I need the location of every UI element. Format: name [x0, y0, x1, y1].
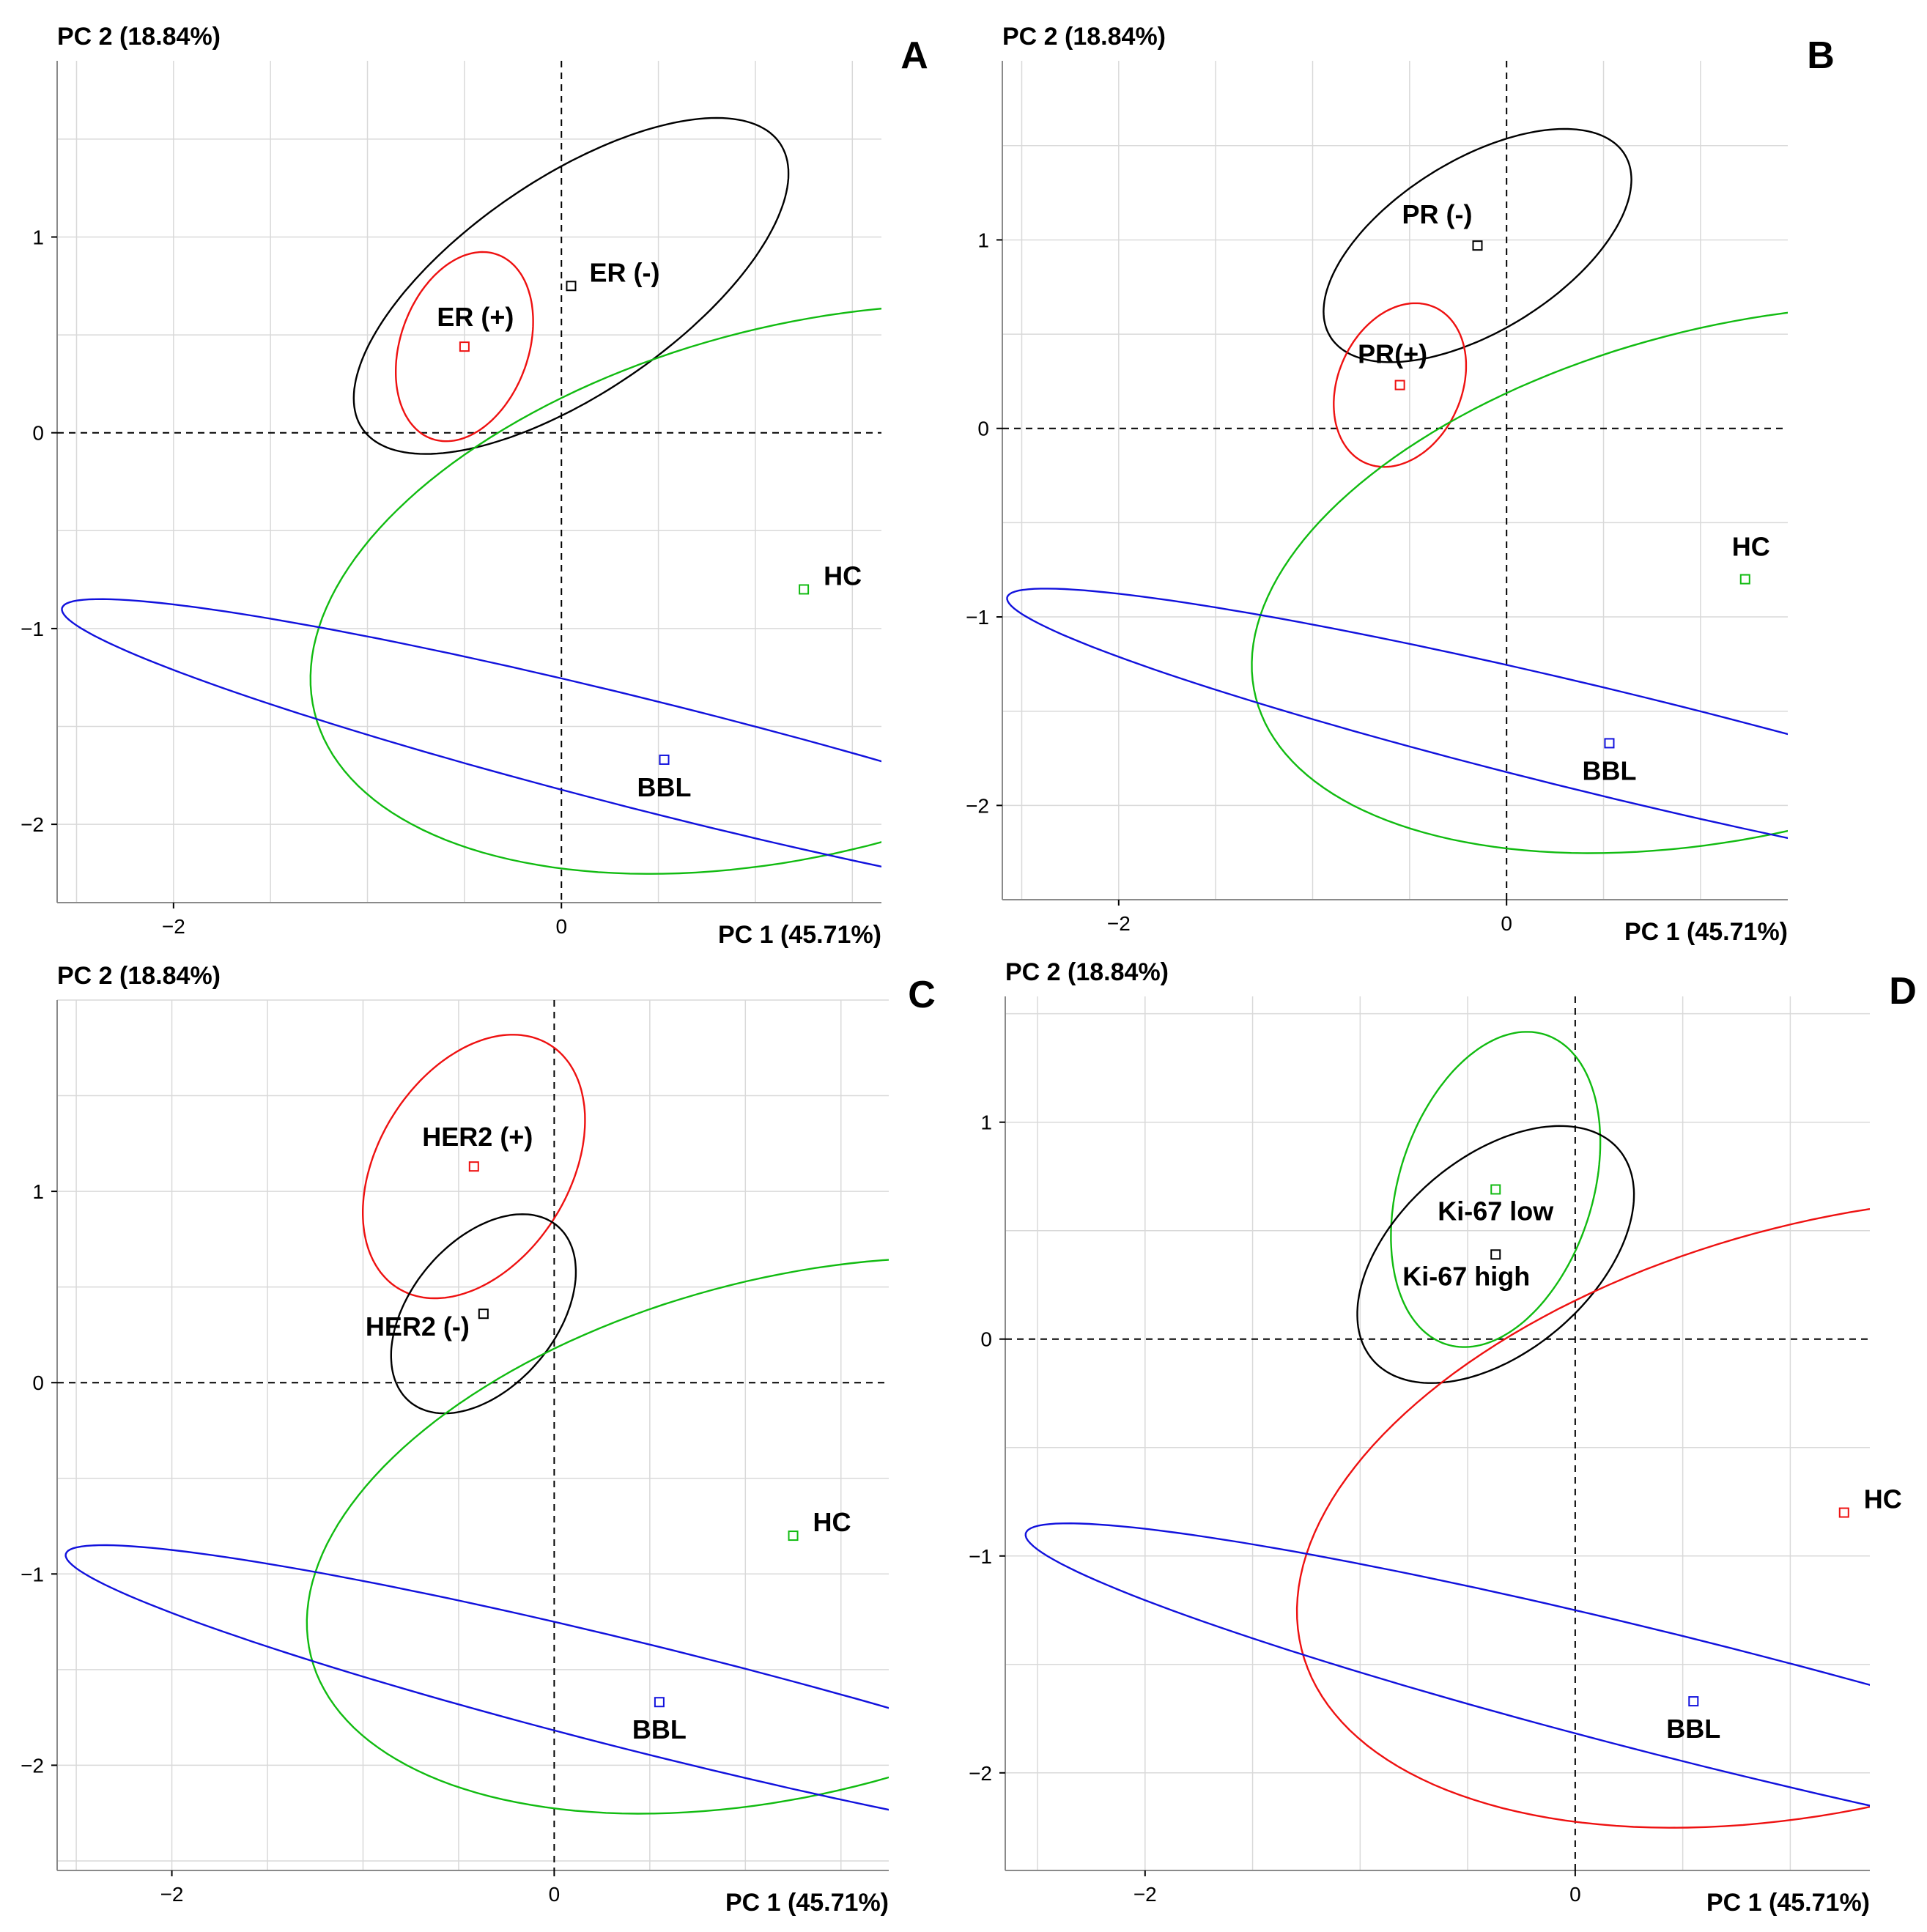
panel-a-point-bbl — [659, 754, 670, 765]
panel-c-label-hc: HC — [813, 1507, 851, 1537]
panel-c-y-tick-label: 0 — [32, 1372, 44, 1394]
panel-c-y-axis-title: PC 2 (18.84%) — [57, 962, 221, 990]
panel-c-ellipse-bbl — [64, 1544, 889, 1811]
panel-d-point-ki-67-low — [1490, 1184, 1501, 1195]
panel-d-y-tick-label: −1 — [969, 1545, 992, 1568]
panel-b-y-tick-label: 0 — [977, 418, 989, 440]
panel-a-label-bbl: BBL — [637, 772, 692, 802]
panel-d-x-axis-title: PC 1 (45.71%) — [1706, 1889, 1870, 1917]
panel-d-y-axis-title: PC 2 (18.84%) — [1005, 958, 1169, 986]
panel-d-label-ki-67-low: Ki-67 low — [1438, 1196, 1554, 1226]
panel-c-point-her2-neg — [478, 1309, 489, 1320]
panel-b-point-prpos — [1394, 380, 1405, 391]
panel-d-label-ki-67-high: Ki-67 high — [1402, 1261, 1530, 1291]
panel-a-label-hc: HC — [824, 560, 862, 591]
panel-c-x-tick-label: 0 — [549, 1883, 561, 1906]
panel-d-point-ki-67-high — [1490, 1249, 1501, 1260]
panel-a-ellipse-bbl — [61, 598, 881, 868]
panel-c-y-tick-label: −1 — [21, 1563, 44, 1585]
panel-d-letter: D — [1889, 970, 1917, 1013]
panel-c: −2 0 −2 −1 0 1 PC 2 (18.84%) PC 1 (45.71%) C HER2… — [21, 962, 936, 1917]
panel-b-label-pr-neg: PR (-) — [1402, 199, 1473, 229]
panel-a-x-tick-label: 0 — [555, 915, 567, 938]
panel-a-y-tick-label: 0 — [32, 422, 44, 445]
panel-d: −2 0 −2 −1 0 1 PC 2 (18.84%) PC 1 (45.71%) D Ki-6… — [969, 958, 1917, 1917]
panel-a-ellipse-er-pos — [395, 251, 534, 443]
panel-c-ellipse-her2-pos — [362, 1034, 586, 1300]
panel-d-y-tick-label: 0 — [980, 1328, 992, 1351]
panel-d-point-hc — [1838, 1507, 1849, 1518]
panel-b-label-prpos: PR(+) — [1358, 339, 1427, 369]
panel-d-label-hc: HC — [1864, 1484, 1902, 1514]
panel-a-ellipse-hc — [309, 308, 881, 875]
panel-b-x-axis-title: PC 1 (45.71%) — [1624, 918, 1788, 946]
panel-b-x-tick-label: −2 — [1107, 912, 1131, 935]
panel-a-y-tick-label: 1 — [32, 226, 44, 248]
panel-b-point-hc — [1739, 574, 1750, 585]
panel-c-point-bbl — [654, 1697, 665, 1708]
panel-c-y-tick-label: −2 — [21, 1754, 44, 1777]
panel-c-ellipse-her2-neg — [390, 1213, 577, 1415]
panel-a-ellipse-er-neg — [352, 116, 790, 455]
panel-b-point-bbl — [1604, 738, 1615, 749]
panel-b: −2 0 −2 −1 0 1 PC 2 (18.84%) PC 1 (45.71%) B PR (… — [966, 23, 1835, 946]
panel-d-x-tick-label: 0 — [1569, 1883, 1581, 1906]
panel-b-point-pr-neg — [1472, 240, 1483, 251]
panel-b-ellipses — [1006, 127, 1788, 854]
panel-a-x-tick-label: −2 — [162, 915, 185, 938]
panel-b-y-axis-title: PC 2 (18.84%) — [1002, 23, 1166, 51]
panel-d-ellipse-ki-67-low — [1390, 1031, 1602, 1348]
panel-c-x-axis-title: PC 1 (45.71%) — [725, 1889, 889, 1917]
panel-d-ellipses — [1024, 1031, 1870, 1829]
panel-a-ellipses — [61, 116, 881, 875]
panel-b-y-tick-label: 1 — [977, 229, 989, 251]
panel-a-y-tick-label: −2 — [21, 813, 44, 836]
panel-b-label-hc: HC — [1732, 532, 1770, 562]
panel-b-ellipse-pr-neg — [1323, 127, 1632, 363]
panel-c-point-her2-pos — [468, 1161, 479, 1172]
panel-b-x-tick-label: 0 — [1501, 912, 1512, 935]
panel-a-letter: A — [900, 34, 928, 77]
panel-a-y-tick-label: −1 — [21, 618, 44, 640]
panel-d-ellipse-hc — [1295, 1207, 1870, 1829]
panel-d-x-tick-label: −2 — [1133, 1883, 1157, 1906]
panel-c-point-hc — [788, 1531, 799, 1541]
panel-a-label-er-pos: ER (+) — [437, 302, 514, 332]
panel-c-label-bbl: BBL — [632, 1714, 687, 1744]
panel-c-x-tick-label: −2 — [160, 1883, 184, 1906]
panel-b-ellipse-prpos — [1333, 302, 1468, 468]
panel-c-ellipses — [64, 1034, 889, 1815]
panel-d-y-tick-label: −2 — [969, 1762, 992, 1785]
panel-c-ellipse-hc — [306, 1259, 889, 1815]
panel-d-ellipse-bbl — [1024, 1522, 1870, 1807]
panel-c-y-tick-label: 1 — [32, 1180, 44, 1203]
panel-d-ellipse-ki-67-high — [1356, 1125, 1635, 1384]
panel-d-y-tick-label: 1 — [980, 1111, 992, 1134]
panel-d-point-bbl — [1688, 1696, 1699, 1707]
panel-a: −2 0 −2 −1 0 1 PC 2 (18.84%) PC 1 (45.71%) A ER (… — [21, 23, 928, 949]
panel-b-ellipse-bbl — [1006, 588, 1788, 840]
panel-a-point-hc — [799, 584, 810, 595]
panel-b-y-tick-label: −1 — [966, 606, 989, 629]
panel-a-point-er-neg — [566, 281, 577, 292]
panel-c-label-her2-pos: HER2 (+) — [422, 1122, 533, 1152]
panel-a-label-er-neg: ER (-) — [589, 257, 659, 287]
panel-b-y-tick-label: −2 — [966, 794, 989, 817]
panel-b-label-bbl: BBL — [1582, 755, 1636, 785]
panel-b-letter: B — [1807, 34, 1835, 77]
panel-c-label-her2-neg: HER2 (-) — [366, 1311, 470, 1341]
panel-a-x-axis-title: PC 1 (45.71%) — [718, 921, 881, 949]
panel-c-letter: C — [908, 974, 936, 1016]
panel-b-ellipse-hc — [1251, 311, 1788, 854]
panel-a-y-axis-title: PC 2 (18.84%) — [57, 23, 221, 51]
panel-d-label-bbl: BBL — [1666, 1714, 1720, 1744]
panel-a-point-er-pos — [459, 341, 470, 352]
